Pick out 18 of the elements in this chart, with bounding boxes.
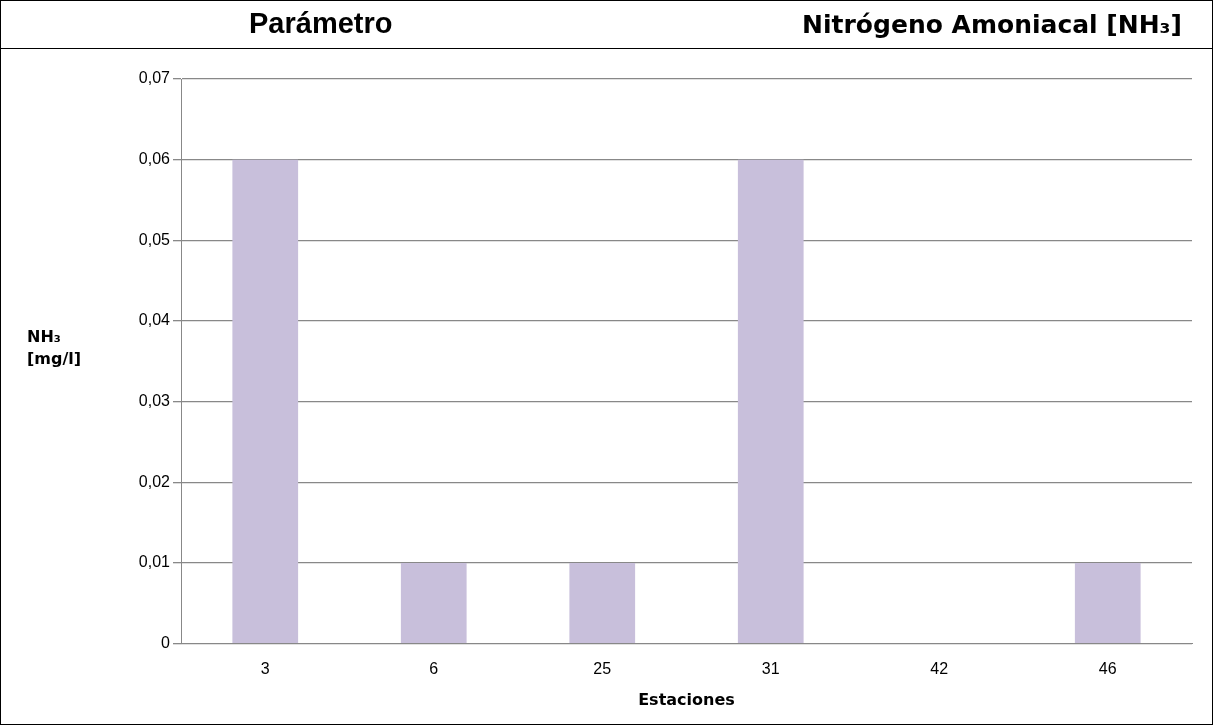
chart-title: Parámetro [249, 7, 393, 40]
x-tick-label: 31 [761, 659, 780, 677]
y-tick-label: 0,06 [138, 150, 171, 168]
x-tick-label: 42 [930, 659, 949, 677]
y-tick-label: 0,07 [138, 69, 171, 87]
x-tick-label: 46 [1098, 659, 1117, 677]
chart-subtitle: Nitrógeno Amoniacal [NH₃] [802, 10, 1182, 39]
y-tick-label: 0 [161, 634, 171, 652]
x-tick-label: 25 [593, 659, 612, 677]
y-tick-label: 0,01 [138, 553, 171, 571]
x-tick-label: 6 [429, 659, 439, 677]
y-tick-label: 0,03 [138, 392, 171, 410]
y-axis-title: NH₃ [mg/l] [27, 326, 83, 370]
y-tick-label: 0,05 [138, 230, 171, 248]
x-axis-title: Estaciones [638, 689, 735, 709]
x-tick-label: 3 [260, 659, 270, 677]
y-tick-label: 0,04 [138, 311, 171, 329]
y-tick-label: 0,02 [138, 472, 171, 490]
